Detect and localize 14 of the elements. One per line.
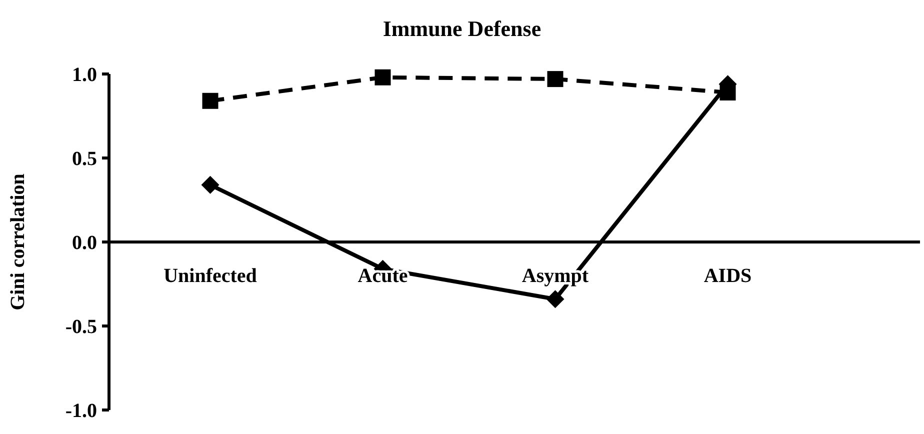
- point: [546, 290, 564, 308]
- x-tick-label: AIDS: [704, 265, 752, 287]
- y-tick-label: 0.0: [72, 232, 97, 254]
- point: [201, 176, 220, 194]
- y-tick-label: -0.5: [65, 316, 97, 338]
- y-tick-label: -1.0: [65, 400, 97, 422]
- point: [202, 92, 218, 109]
- y-axis-title: Gini correlation: [7, 174, 29, 310]
- y-tick-label: 0.5: [72, 148, 97, 170]
- y-tick-label: 1.0: [72, 64, 97, 86]
- point: [374, 69, 391, 86]
- point: [547, 71, 564, 88]
- chart-title: Immune Defense: [382, 16, 542, 41]
- x-tick-label: Uninfected: [164, 265, 257, 287]
